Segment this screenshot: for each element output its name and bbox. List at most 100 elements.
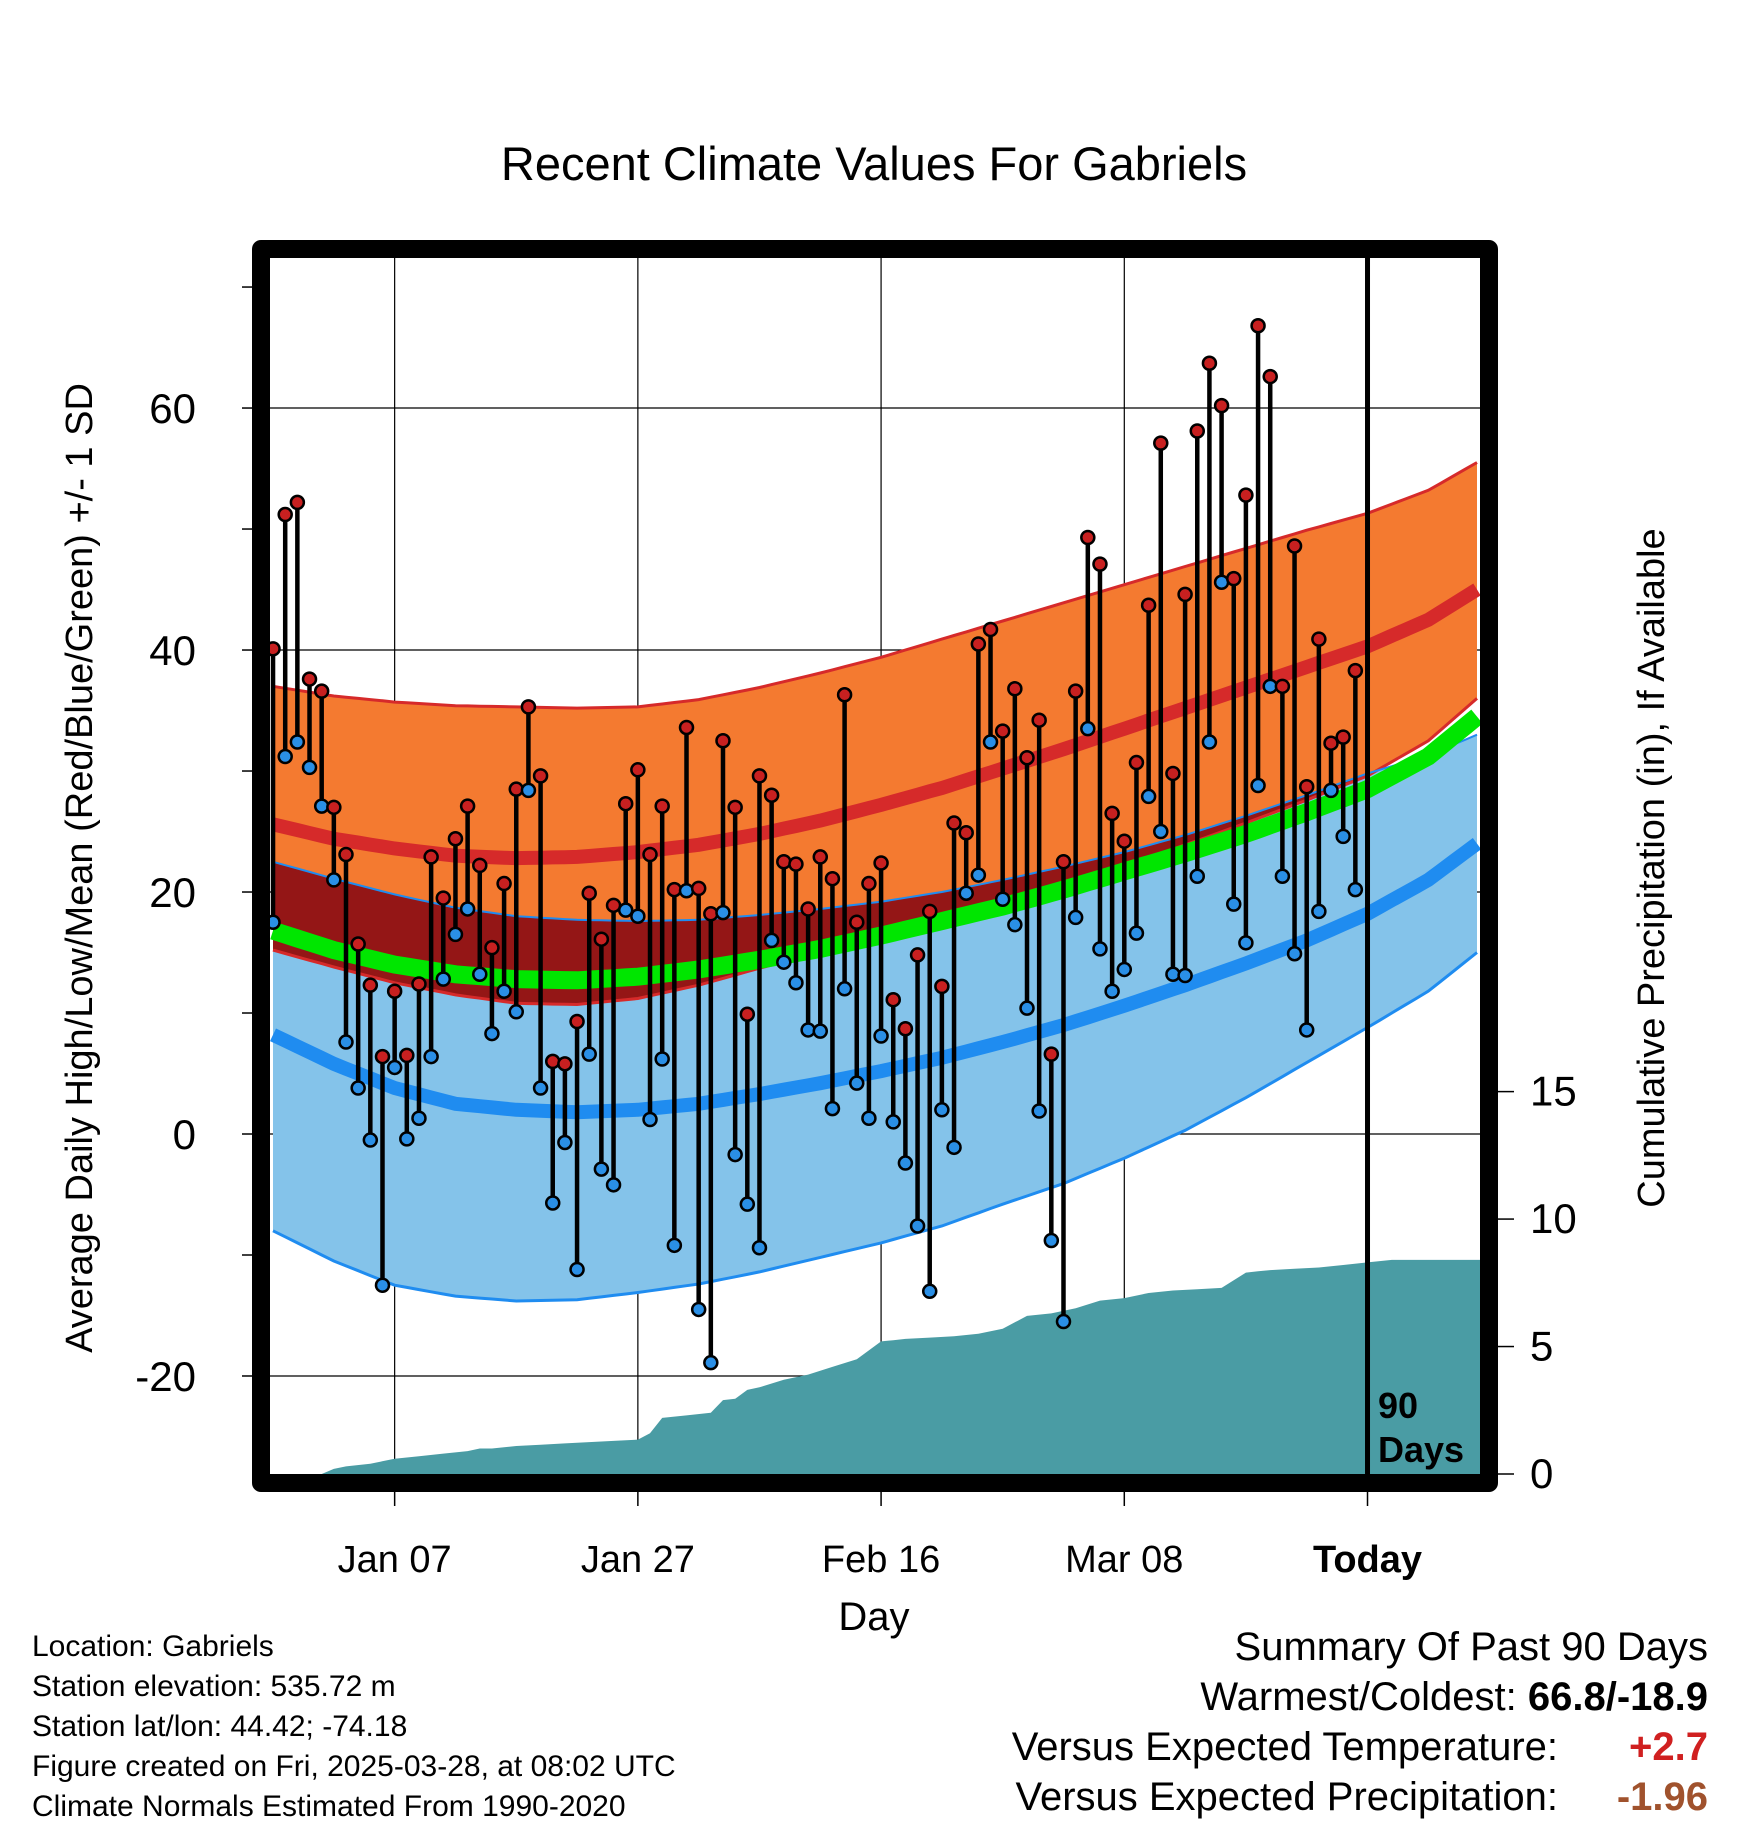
daily-low-point: [472, 966, 488, 983]
daily-low-point: [654, 1051, 670, 1067]
y-tick-label: 60: [149, 385, 196, 432]
y-tick-label: 0: [173, 1111, 196, 1158]
y-axis-label: Average Daily High/Low/Mean (Red/Blue/Gr…: [59, 383, 101, 1353]
info-created: Figure created on Fri, 2025-03-28, at 08…: [32, 1750, 676, 1783]
daily-high-point: [1250, 318, 1266, 334]
daily-low-point: [921, 1283, 938, 1300]
daily-high-point: [270, 641, 281, 657]
daily-low-point: [605, 1177, 622, 1193]
daily-low-point: [496, 983, 512, 999]
daily-high-point: [751, 768, 768, 784]
daily-high-point: [885, 991, 901, 1008]
daily-high-point: [1128, 754, 1145, 771]
daily-low-point: [678, 883, 695, 899]
daily-low-point: [362, 1132, 379, 1148]
daily-high-point: [1201, 355, 1218, 372]
daily-high-point: [1043, 1046, 1060, 1062]
summary-vs-temp: Versus Expected Temperature: +2.7: [1012, 1722, 1708, 1772]
daily-low-point: [593, 1161, 610, 1177]
summary-title: Summary Of Past 90 Days: [1234, 1625, 1708, 1669]
y-axis-ticks: 60 40 20 0 -20: [135, 286, 252, 1400]
daily-high-point: [1189, 423, 1206, 439]
daily-low-point: [776, 954, 792, 970]
x-tick-label: Mar 08: [1065, 1539, 1183, 1581]
daily-low-point: [447, 926, 464, 943]
daily-high-point: [544, 1053, 561, 1070]
y-tick-label: 40: [149, 627, 196, 674]
daily-high-point: [374, 1048, 391, 1065]
daily-high-point: [1080, 529, 1096, 546]
y2-axis-label: Cumulative Precipitation (in), If Availa…: [1631, 528, 1673, 1207]
daily-high-point: [727, 799, 743, 816]
daily-high-point: [520, 699, 537, 715]
daily-high-point: [921, 903, 938, 920]
daily-high-point: [678, 719, 695, 736]
daily-high-point: [532, 768, 549, 784]
daily-low-point: [399, 1131, 415, 1147]
daily-low-point: [958, 885, 974, 901]
daily-high-point: [1323, 735, 1339, 751]
daily-low-point: [994, 891, 1011, 908]
daily-high-point: [399, 1047, 415, 1064]
daily-low-point: [289, 734, 306, 750]
daily-low-point: [386, 1059, 403, 1076]
daily-high-point: [1153, 435, 1169, 451]
daily-low-point: [435, 971, 452, 987]
daily-high-point: [1262, 368, 1278, 385]
daily-low-point: [1201, 734, 1218, 750]
daily-low-point: [1347, 881, 1364, 898]
daily-high-point: [739, 1006, 756, 1022]
daily-low-point: [301, 759, 318, 776]
chart-title: Recent Climate Values For Gabriels: [501, 137, 1247, 190]
daily-high-point: [1298, 778, 1315, 795]
station-info: Location: Gabriels Station elevation: 53…: [32, 1627, 676, 1827]
daily-low-point: [1361, 0, 1374, 7]
daily-low-point: [617, 902, 634, 918]
daily-low-point: [630, 908, 646, 924]
daily-high-point: [1274, 678, 1291, 695]
y2-tick-label: 5: [1530, 1323, 1553, 1370]
daily-high-point: [423, 849, 439, 865]
daily-low-point: [520, 782, 537, 799]
info-location: Location: Gabriels: [32, 1630, 274, 1663]
daily-high-point: [788, 856, 804, 872]
vs-temp-value: +2.7: [1629, 1725, 1708, 1769]
daily-high-point: [873, 855, 889, 871]
daily-low-point: [885, 1114, 901, 1130]
daily-high-point: [763, 787, 780, 803]
daily-low-point: [861, 1110, 877, 1127]
daily-high-point: [946, 815, 962, 831]
x-tick-label: Jan 07: [338, 1539, 452, 1581]
daily-low-point: [982, 734, 999, 750]
daily-high-point: [411, 976, 427, 992]
daily-low-point: [508, 1004, 525, 1020]
high-sd-upper-edge: [272, 461, 1478, 710]
daily-low-point: [277, 748, 293, 765]
daily-low-point: [1140, 788, 1157, 805]
daily-low-point: [849, 1075, 865, 1091]
daily-high-point: [1347, 662, 1364, 679]
daily-high-point: [338, 846, 354, 863]
daily-high-point: [812, 849, 829, 865]
daily-low-point: [1104, 983, 1120, 999]
daily-high-point: [313, 683, 330, 699]
daily-low-point: [1286, 945, 1303, 962]
daily-high-point: [289, 494, 306, 511]
daily-high-point: [690, 880, 707, 897]
daily-high-point: [715, 733, 731, 749]
daily-low-point: [557, 1134, 573, 1151]
today-marker-label-line1: 90: [1378, 1385, 1418, 1426]
warm-cold-label: Warmest/Coldest:: [1200, 1675, 1528, 1719]
info-normals: Climate Normals Estimated From 1990-2020: [32, 1790, 626, 1823]
daily-low-point: [824, 1100, 841, 1117]
daily-low-point: [1043, 1232, 1060, 1249]
daily-low-point: [374, 1277, 391, 1293]
daily-high-point: [934, 978, 950, 995]
daily-low-point: [970, 867, 987, 883]
daily-high-point: [824, 870, 841, 887]
precipitation-area: [273, 1259, 1480, 1474]
normal-high-line: [271, 583, 1480, 866]
summary-vs-prec: Versus Expected Precipitation: -1.96: [1012, 1772, 1708, 1822]
daily-high-point: [1225, 570, 1242, 587]
